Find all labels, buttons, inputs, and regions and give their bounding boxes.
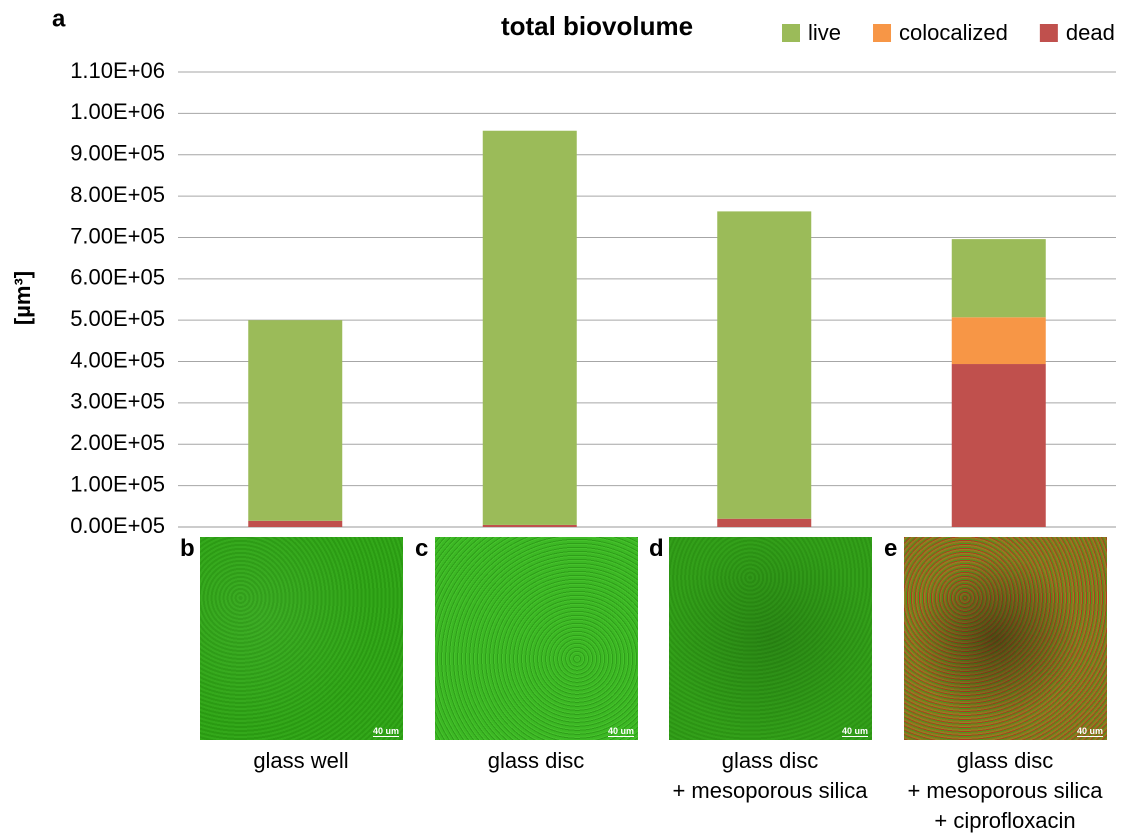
x-tick-label: glass disc xyxy=(487,748,585,773)
y-tick-label: 1.00E+06 xyxy=(70,99,165,124)
y-tick-label: 8.00E+05 xyxy=(70,182,165,207)
micrograph: 40 um xyxy=(435,537,638,740)
x-tick-label: glass disc + mesoporous silica xyxy=(672,748,868,803)
scale-bar: 40 um xyxy=(841,726,868,737)
y-axis-label: [µm³] xyxy=(10,271,35,325)
y-tick-label: 1.00E+05 xyxy=(70,471,165,496)
bar-segment xyxy=(248,520,343,527)
y-tick-label: 3.00E+05 xyxy=(70,389,165,414)
y-tick-label: 4.00E+05 xyxy=(70,347,165,372)
legend-swatch xyxy=(873,24,892,42)
y-tick-label: 2.00E+05 xyxy=(70,430,165,455)
scale-bar: 40 um xyxy=(607,726,634,737)
scale-bar: 40 um xyxy=(1076,726,1103,737)
bar-segment xyxy=(951,364,1046,527)
legend-label: live xyxy=(808,20,841,45)
y-tick-label: 0.00E+05 xyxy=(70,513,165,538)
legend-label: colocalized xyxy=(899,20,1008,45)
scale-bar: 40 um xyxy=(372,726,399,737)
x-tick-label: glass well xyxy=(253,748,349,773)
y-tick-label: 1.10E+06 xyxy=(70,58,165,83)
panel-label: e xyxy=(884,535,898,562)
bar-segment xyxy=(717,518,812,527)
legend-swatch xyxy=(1039,24,1058,42)
bar-segment xyxy=(248,320,343,521)
y-tick-label: 6.00E+05 xyxy=(70,265,165,290)
panel-label: b xyxy=(180,535,195,562)
y-tick-label: 5.00E+05 xyxy=(70,306,165,331)
micrograph: 40 um xyxy=(669,537,872,740)
panel-label: c xyxy=(415,535,429,562)
x-tick-label: glass disc + mesoporous silica + ciprofl… xyxy=(907,748,1103,833)
bar-segment xyxy=(717,211,812,519)
legend-swatch xyxy=(782,24,800,42)
micrograph: 40 um xyxy=(904,537,1107,740)
bar-segment xyxy=(951,317,1046,365)
legend-label: dead xyxy=(1066,20,1115,45)
bar-segment xyxy=(951,239,1046,318)
bar-segment xyxy=(482,524,577,527)
y-tick-label: 9.00E+05 xyxy=(70,141,165,166)
y-tick-label: 7.00E+05 xyxy=(70,223,165,248)
panel-label: d xyxy=(649,535,664,562)
micrograph: 40 um xyxy=(200,537,403,740)
chart-title: total biovolume xyxy=(501,11,693,41)
panel-label: a xyxy=(52,5,66,32)
bar-segment xyxy=(482,130,577,525)
